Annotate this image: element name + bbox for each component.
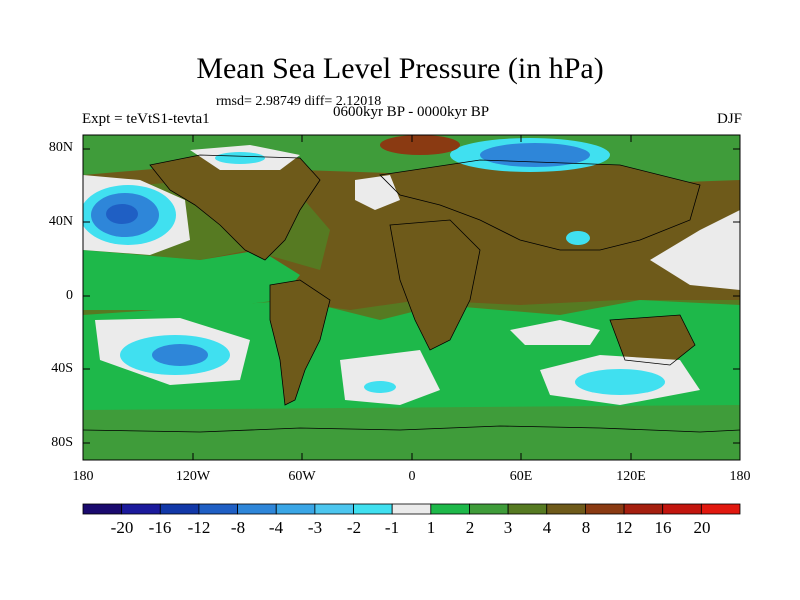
colorbar-box bbox=[623, 503, 664, 515]
cyan-s-indian bbox=[575, 369, 665, 395]
season-label: DJF bbox=[716, 111, 742, 127]
land-north-america bbox=[150, 155, 320, 260]
colorbar-box bbox=[469, 503, 509, 515]
colorbar-label: 3 bbox=[503, 518, 513, 537]
colorbar-label: 20 bbox=[693, 518, 711, 537]
plot-title: Mean Sea Level Pressure (in hPa) bbox=[196, 52, 604, 85]
colorbar-label: 8 bbox=[581, 518, 591, 537]
colorbar-box bbox=[198, 503, 238, 515]
colorbar-label: 12 bbox=[615, 518, 633, 537]
x-tick-label-60e: 60E bbox=[509, 469, 533, 484]
colorbar-label: 16 bbox=[654, 518, 672, 537]
colorbar-box bbox=[662, 503, 702, 515]
y-tick-label-40s: 40S bbox=[51, 361, 73, 376]
x-tick-label-0: 0 bbox=[408, 469, 416, 484]
colorbar-label: -2 bbox=[346, 518, 362, 537]
colorbar-box bbox=[314, 503, 354, 515]
colorbar-label: 4 bbox=[542, 518, 552, 537]
x-tick-label-180e: 180 bbox=[729, 469, 751, 484]
colorbar-label: -12 bbox=[187, 518, 211, 537]
colorbar-box bbox=[237, 503, 277, 515]
blue-s-pacific bbox=[152, 344, 208, 366]
colorbar-label: -3 bbox=[307, 518, 323, 537]
white-n-pacific-east bbox=[650, 210, 740, 290]
colorbar-box bbox=[585, 503, 625, 515]
y-tick-label-80s: 80S bbox=[51, 435, 73, 450]
stats-line: rmsd= 2.98749 diff= 2.12018 bbox=[216, 94, 382, 109]
cyan-s-atlantic bbox=[364, 381, 396, 393]
colorbar-label: -16 bbox=[148, 518, 172, 537]
deep-blue-n-pacific bbox=[106, 204, 138, 224]
experiment-label: Expt = teVtS1-tevta1 bbox=[82, 111, 210, 127]
colorbar-box bbox=[430, 503, 470, 515]
period-label: 0600kyr BP - 0000kyr BP bbox=[332, 104, 490, 120]
redbrown-greenland bbox=[380, 135, 460, 155]
colorbar-label: 1 bbox=[426, 518, 436, 537]
colorbar-label: -8 bbox=[230, 518, 246, 537]
colorbar-label: -1 bbox=[384, 518, 400, 537]
colorbar-box bbox=[121, 503, 161, 515]
white-s-atlantic bbox=[340, 350, 440, 405]
colorbar bbox=[82, 503, 741, 515]
map-panel bbox=[83, 135, 740, 460]
colorbar-box bbox=[391, 503, 432, 515]
colorbar-label: -4 bbox=[268, 518, 284, 537]
land-eurasia bbox=[380, 160, 700, 250]
land-south-america bbox=[270, 280, 330, 405]
y-tick-label-80n: 80N bbox=[48, 140, 73, 155]
colorbar-box bbox=[353, 503, 393, 515]
colorbar-box bbox=[700, 503, 741, 515]
band-green-south bbox=[83, 250, 300, 310]
x-tick-label-60w: 60W bbox=[288, 469, 316, 484]
x-tick-label-120e: 120E bbox=[616, 469, 646, 484]
white-indian-ocean bbox=[510, 320, 600, 345]
y-tick-label-40n: 40N bbox=[48, 214, 73, 229]
x-tick-label-180w: 180 bbox=[72, 469, 94, 484]
colorbar-label: 2 bbox=[465, 518, 475, 537]
land-africa bbox=[390, 220, 480, 350]
cyan-canada bbox=[215, 152, 265, 164]
colorbar-box bbox=[82, 503, 123, 515]
land-australia bbox=[610, 315, 695, 365]
coastlines bbox=[83, 154, 740, 433]
axis-ticks bbox=[82, 135, 741, 460]
colorbar-label: -20 bbox=[110, 518, 134, 537]
band-green-dark-polar bbox=[83, 405, 740, 460]
cyan-tibet bbox=[566, 231, 590, 245]
colorbar-box bbox=[507, 503, 548, 515]
colorbar-box bbox=[546, 503, 586, 515]
x-tick-label-120w: 120W bbox=[175, 469, 211, 484]
y-tick-label-0: 0 bbox=[66, 288, 73, 303]
colorbar-box bbox=[159, 503, 200, 515]
colorbar-box bbox=[275, 503, 316, 515]
